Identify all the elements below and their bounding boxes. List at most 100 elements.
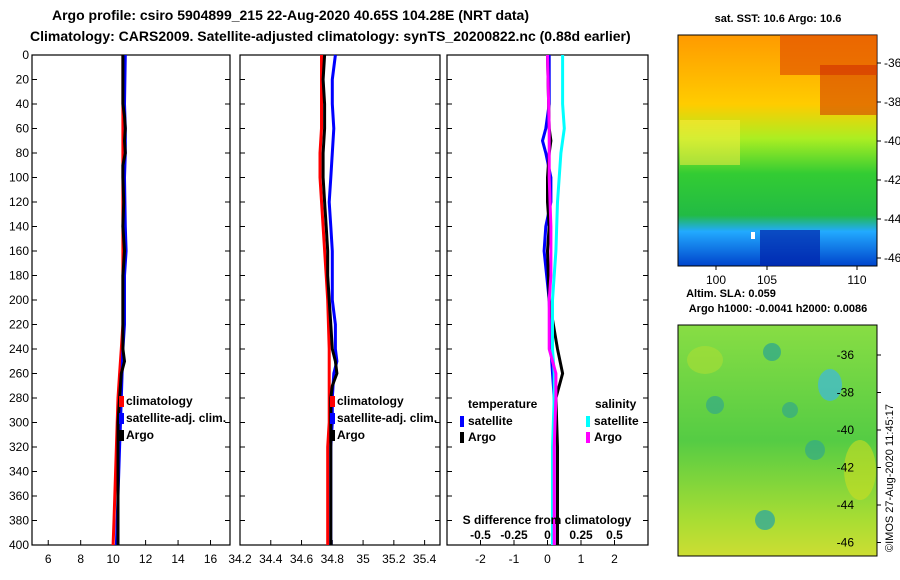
plot-frame xyxy=(31,54,231,546)
y-tick-label: 0 xyxy=(22,48,29,62)
y-tick-label: 380 xyxy=(9,514,29,528)
y-tick-label: 180 xyxy=(9,269,29,283)
x-tick-label: 110 xyxy=(847,273,866,287)
y-tick-label: 20 xyxy=(16,73,30,87)
y-tick-label: -42 xyxy=(884,173,900,187)
legend-swatch xyxy=(460,416,464,427)
y-tick-label: 280 xyxy=(9,391,29,405)
y-tick-label: -46 xyxy=(884,251,900,265)
x-tick-label: 34.8 xyxy=(321,552,345,566)
sla-map-subtitle: Argo h1000: -0.0041 h2000: 0.0086 xyxy=(689,303,868,315)
series-argo xyxy=(116,55,127,545)
y-tick-label: 140 xyxy=(9,220,29,234)
y-tick-label: 60 xyxy=(16,122,30,136)
y-tick-label: 400 xyxy=(9,538,29,552)
x-tick-label: 35.4 xyxy=(413,552,437,566)
legend-swatch xyxy=(330,413,335,424)
x-tick-label: 2 xyxy=(611,552,618,566)
secondary-x-tick-label: 0.25 xyxy=(569,528,593,542)
legend-label: satellite xyxy=(594,414,639,428)
x-tick-label: 105 xyxy=(757,273,777,287)
y-tick-label: 160 xyxy=(9,244,29,258)
legend-swatch xyxy=(119,430,124,441)
legend-title-temperature: temperature xyxy=(468,397,538,411)
y-tick-label: 100 xyxy=(9,171,29,185)
x-tick-label: 6 xyxy=(45,552,52,566)
sla-map-ticks: -36 -38 -40 -42 -44 -46 xyxy=(837,348,881,550)
secondary-x-label: S difference from climatology xyxy=(463,513,632,527)
y-tick-label: -38 xyxy=(837,386,855,400)
legend-label: satellite-adj. clim. xyxy=(337,411,437,425)
legend-swatch xyxy=(330,430,335,441)
y-tick-label: 340 xyxy=(9,465,29,479)
x-tick-label: 100 xyxy=(706,273,726,287)
y-tick-label: 40 xyxy=(16,97,30,111)
difference-panel: -2 -1 0 1 2 temperature salinity satellite Argo s… xyxy=(446,54,649,566)
x-tick-label: 34.4 xyxy=(259,552,283,566)
y-tick-label: -42 xyxy=(837,461,855,475)
y-tick-label: 240 xyxy=(9,342,29,356)
sst-map xyxy=(677,34,878,267)
credit-text: ©IMOS 27-Aug-2020 11:45:17 xyxy=(884,404,896,552)
y-tick-label: 360 xyxy=(9,489,29,503)
x-tick-label: 16 xyxy=(204,552,218,566)
sla-map-title: Altim. SLA: 0.059 xyxy=(686,288,776,300)
y-tick-label: 120 xyxy=(9,195,29,209)
y-tick-label: 200 xyxy=(9,293,29,307)
sst-map-title: sat. SST: 10.6 Argo: 10.6 xyxy=(715,13,842,25)
legend-swatch xyxy=(586,416,590,427)
legend-swatch xyxy=(460,432,464,443)
y-tick-label: -44 xyxy=(884,212,900,226)
y-tick-label: 300 xyxy=(9,416,29,430)
y-tick-label: -44 xyxy=(837,498,855,512)
y-tick-label: -38 xyxy=(884,95,900,109)
x-tick-label: 34.2 xyxy=(228,552,252,566)
x-tick-label: 35.2 xyxy=(382,552,406,566)
x-tick-label: 34.6 xyxy=(290,552,314,566)
y-tick-label: -40 xyxy=(884,134,900,148)
sst-map-ticks: 100 105 110 -36 -38 -40 -42 -44 -46 xyxy=(706,56,900,287)
y-tick-label: -40 xyxy=(837,423,855,437)
plot-frame xyxy=(446,54,649,546)
x-tick-label: 1 xyxy=(578,552,585,566)
legend-swatch xyxy=(119,413,124,424)
secondary-x-tick-label: -0.25 xyxy=(500,528,528,542)
series-salinity-argo xyxy=(546,54,558,545)
y-tick-label: 260 xyxy=(9,367,29,381)
x-tick-label: 8 xyxy=(77,552,84,566)
x-tick-label: 35 xyxy=(356,552,370,566)
y-tick-label: -46 xyxy=(837,536,855,550)
legend-label: Argo xyxy=(468,430,496,444)
salinity-panel: 34.2 34.4 34.6 34.8 35 35.2 35.4 climatology sat… xyxy=(228,54,441,566)
sla-map xyxy=(677,324,878,557)
plot-frame xyxy=(239,54,441,546)
legend-label: satellite-adj. clim. xyxy=(126,411,226,425)
title-line-2: Climatology: CARS2009. Satellite-adjuste… xyxy=(30,28,631,44)
legend-label: climatology xyxy=(126,394,193,408)
y-tick-label: -36 xyxy=(837,348,855,362)
legend-swatch xyxy=(586,432,590,443)
series-salinity-satellite xyxy=(551,55,566,545)
y-tick-label: 320 xyxy=(9,440,29,454)
legend-swatch xyxy=(119,396,124,407)
y-tick-label: 80 xyxy=(16,146,30,160)
x-tick-label: 12 xyxy=(139,552,153,566)
legend-label: Argo xyxy=(337,428,365,442)
series-argo xyxy=(321,54,339,545)
legend-label: Argo xyxy=(126,428,154,442)
legend-label: climatology xyxy=(337,394,404,408)
secondary-x-tick-label: 0.5 xyxy=(606,528,623,542)
legend-label: Argo xyxy=(594,430,622,444)
temperature-panel: 0 20 40 60 80 100 120 140 160 180 200 220 240 260 280 3… xyxy=(9,48,231,566)
legend-swatch xyxy=(330,396,335,407)
x-tick-label: 10 xyxy=(106,552,120,566)
legend-label: satellite xyxy=(468,414,513,428)
x-tick-label: -2 xyxy=(475,552,486,566)
title-line-1: Argo profile: csiro 5904899_215 22-Aug-2… xyxy=(52,7,529,23)
x-tick-label: 14 xyxy=(171,552,185,566)
legend-title-salinity: salinity xyxy=(595,397,637,411)
secondary-x-tick-label: -0.5 xyxy=(470,528,491,542)
y-tick-label: 220 xyxy=(9,318,29,332)
series-climatology xyxy=(318,55,331,545)
